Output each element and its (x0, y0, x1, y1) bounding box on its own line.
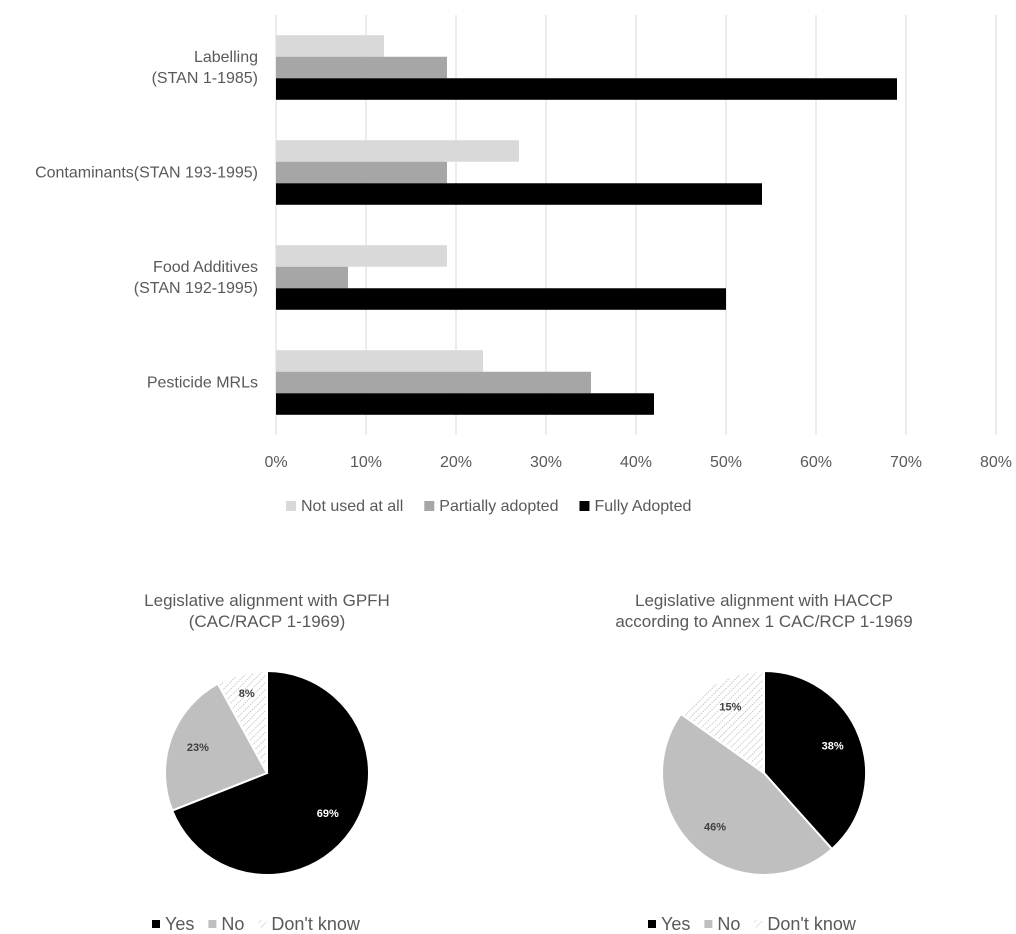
bar (276, 371, 591, 394)
bar (276, 78, 897, 100)
pie-slice (679, 669, 765, 775)
legend-swatch (579, 501, 590, 511)
x-tick-label: 60% (800, 454, 832, 471)
x-tick-label: 40% (620, 454, 652, 471)
x-tick-label: 10% (350, 454, 382, 471)
pie-slice (216, 669, 268, 774)
legend-label: No (221, 914, 244, 934)
y-tick-label: Contaminants(STAN 193-1995) (35, 164, 258, 181)
legend-label: Yes (165, 914, 194, 934)
x-tick-label: 0% (264, 454, 287, 471)
x-tick-label: 70% (890, 454, 922, 471)
legend-swatch (754, 920, 763, 928)
x-tick-label: 50% (710, 454, 742, 471)
data-label: 15% (719, 702, 741, 714)
legend-swatch (286, 501, 296, 511)
pie-slice (661, 712, 834, 876)
chart-title: Legislative alignment with HACCP accordi… (615, 591, 913, 631)
legend-label: No (717, 914, 740, 934)
y-tick-label: Pesticide MRLs (146, 374, 258, 391)
data-label: 46% (704, 822, 726, 834)
bar (276, 56, 447, 79)
pie-slice (164, 682, 269, 812)
bar (276, 350, 483, 372)
y-tick-label: Food Additives (STAN 192-1995) (133, 258, 258, 297)
data-label: 23% (187, 742, 209, 754)
bar (276, 288, 726, 310)
data-label: 8% (239, 688, 255, 700)
legend-label: Don't know (767, 914, 856, 934)
legend-swatch (258, 920, 267, 928)
chart-title: Legislative alignment with GPFH (CAC/RAC… (144, 591, 390, 631)
legend-swatch (424, 501, 435, 511)
legend-swatch (648, 920, 656, 928)
legend-label: Not used at all (301, 498, 403, 515)
bar (276, 245, 447, 267)
data-label: 69% (317, 808, 339, 820)
legend-label: Yes (661, 914, 690, 934)
bar (276, 266, 348, 289)
legend-label: Don't know (271, 914, 360, 934)
bar (276, 140, 519, 162)
legend-label: Fully Adopted (594, 498, 691, 515)
y-tick-label: Labelling (STAN 1-1985) (151, 48, 258, 87)
bar (276, 161, 447, 184)
pie-slice (763, 669, 867, 851)
bar (276, 35, 384, 57)
data-label: 38% (822, 741, 844, 753)
x-tick-label: 20% (440, 454, 472, 471)
legend-swatch (208, 920, 217, 928)
legend-swatch (152, 920, 160, 928)
legend-swatch (704, 920, 713, 928)
pie-slice (170, 669, 370, 876)
bar (276, 393, 654, 415)
x-tick-label: 80% (980, 454, 1012, 471)
bar (276, 183, 762, 205)
x-tick-label: 30% (530, 454, 562, 471)
legend-label: Partially adopted (439, 498, 558, 515)
